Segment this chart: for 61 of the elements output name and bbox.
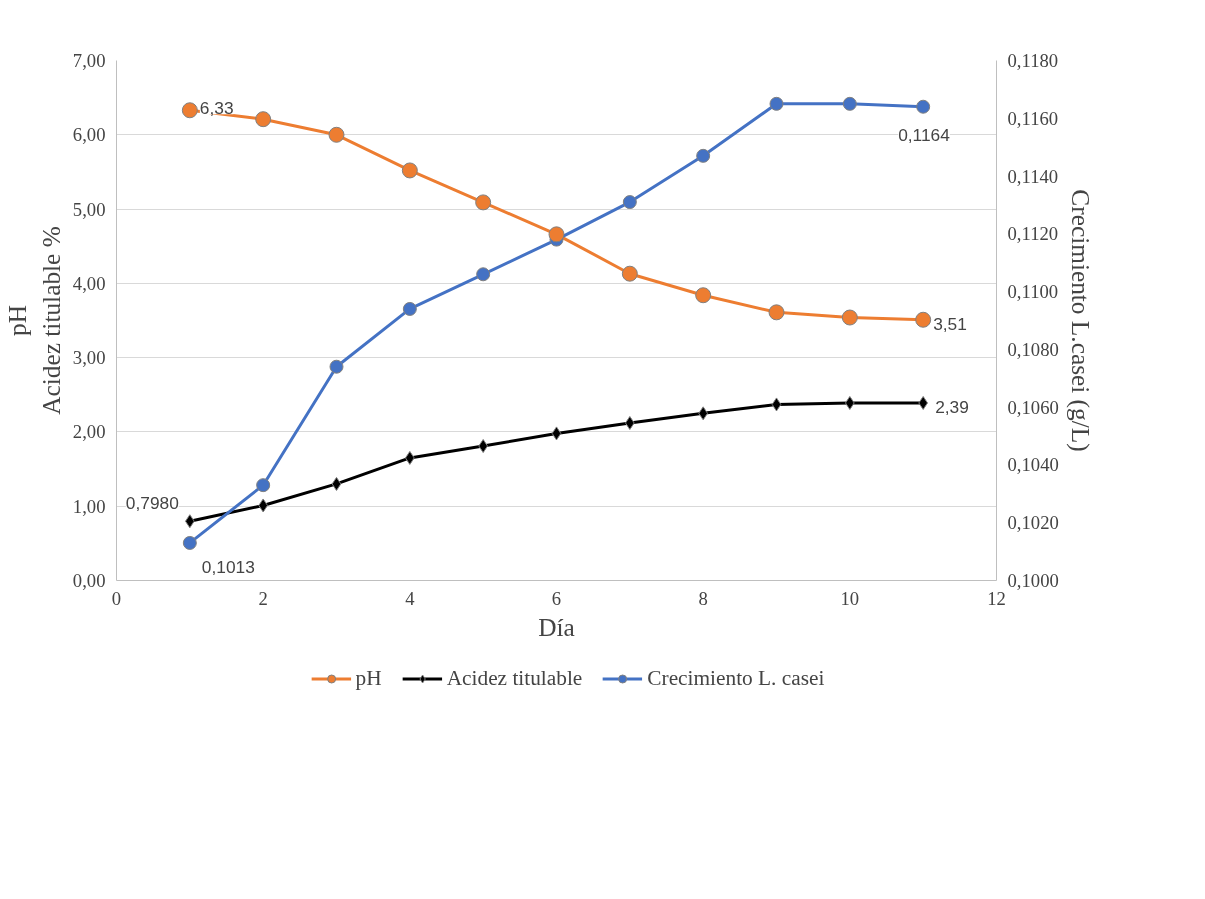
data-label: 6,33 [199, 98, 234, 119]
point [328, 126, 345, 143]
point [476, 267, 491, 282]
point [622, 195, 637, 210]
data-label: 2,39 [935, 396, 969, 417]
y2-axis-title: Crecimiento L.casei (g/L) [1065, 189, 1095, 452]
y-tick-label: 7,00 [72, 50, 106, 71]
y-tick-label: 2,00 [72, 421, 106, 443]
point [768, 304, 785, 321]
point [916, 99, 931, 114]
legend-label: Acidez titulable [446, 665, 583, 691]
point [401, 162, 418, 179]
y-tick-label: 6,00 [72, 124, 106, 146]
x-tick-label: 8 [698, 587, 708, 609]
point [696, 148, 711, 163]
point [329, 359, 344, 374]
point [551, 426, 562, 441]
point [695, 287, 712, 304]
y2-tick-label: 0,1060 [1007, 396, 1059, 418]
point [255, 111, 272, 128]
x-tick-label: 12 [987, 587, 1006, 609]
data-label: 0,7980 [125, 493, 179, 514]
y2-tick-label: 0,1000 [1007, 570, 1059, 591]
x-tick-label: 10 [840, 587, 860, 609]
point [548, 226, 565, 243]
point [475, 194, 492, 211]
y2-tick-label: 0,1020 [1007, 512, 1059, 534]
y2-tick-label: 0,1160 [1007, 107, 1059, 129]
x-tick-label: 4 [405, 587, 416, 609]
y2-tick-label: 0,1120 [1007, 223, 1059, 245]
y2-tick-label: 0,1080 [1007, 338, 1059, 360]
point [256, 478, 271, 493]
point [621, 265, 638, 282]
y-tick-label: 1,00 [72, 495, 106, 517]
y-tick-label: 0,00 [72, 570, 106, 591]
legend-label: pH [355, 665, 382, 691]
x-tick-label: 0 [111, 587, 122, 609]
data-label: 0,1013 [201, 556, 255, 577]
point [841, 309, 858, 326]
point [331, 476, 342, 491]
point [181, 102, 198, 119]
point [402, 301, 417, 316]
y2-tick-label: 0,1100 [1007, 281, 1059, 303]
x-tick-label: 6 [551, 587, 562, 609]
y-tick-label: 5,00 [72, 198, 106, 220]
y2-tick-label: 0,1040 [1007, 454, 1059, 476]
data-label: 3,51 [933, 313, 967, 334]
legend-label: Crecimiento L. casei [647, 665, 825, 691]
point [182, 535, 197, 550]
point [771, 397, 782, 412]
data-label: 0,1164 [898, 124, 951, 145]
y-tick-label: 3,00 [72, 347, 106, 369]
y-axis-title: pH Acidez titulable % [3, 226, 65, 415]
y2-tick-label: 0,1180 [1007, 50, 1059, 71]
point [769, 96, 784, 111]
x-tick-label: 2 [258, 587, 268, 609]
point [842, 96, 857, 111]
y-tick-label: 4,00 [72, 272, 106, 294]
point [915, 311, 932, 328]
y2-tick-label: 0,1140 [1007, 165, 1059, 187]
x-axis-title: Día [538, 612, 575, 641]
